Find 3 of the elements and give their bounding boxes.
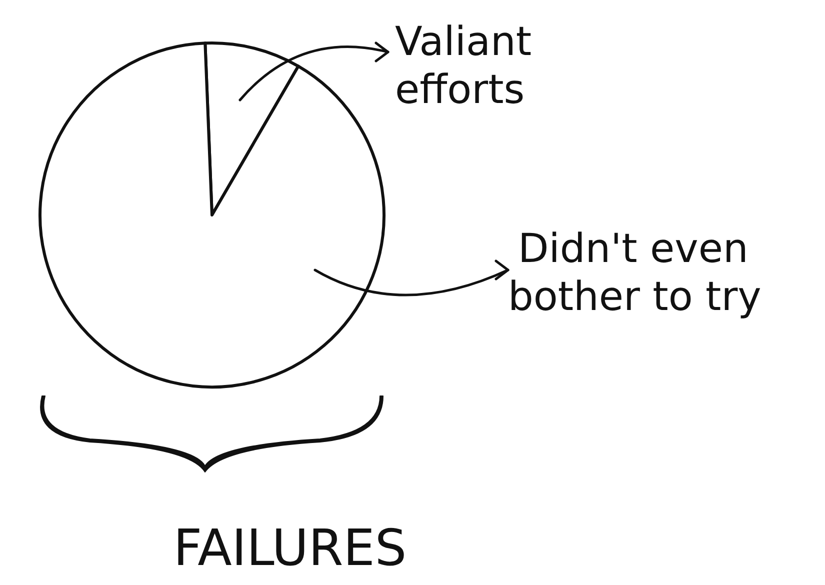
- text: FAILURES: [173, 519, 407, 577]
- legend-label: Valiant efforts: [395, 19, 532, 113]
- legend-label: Didn't even bother to try: [508, 226, 762, 320]
